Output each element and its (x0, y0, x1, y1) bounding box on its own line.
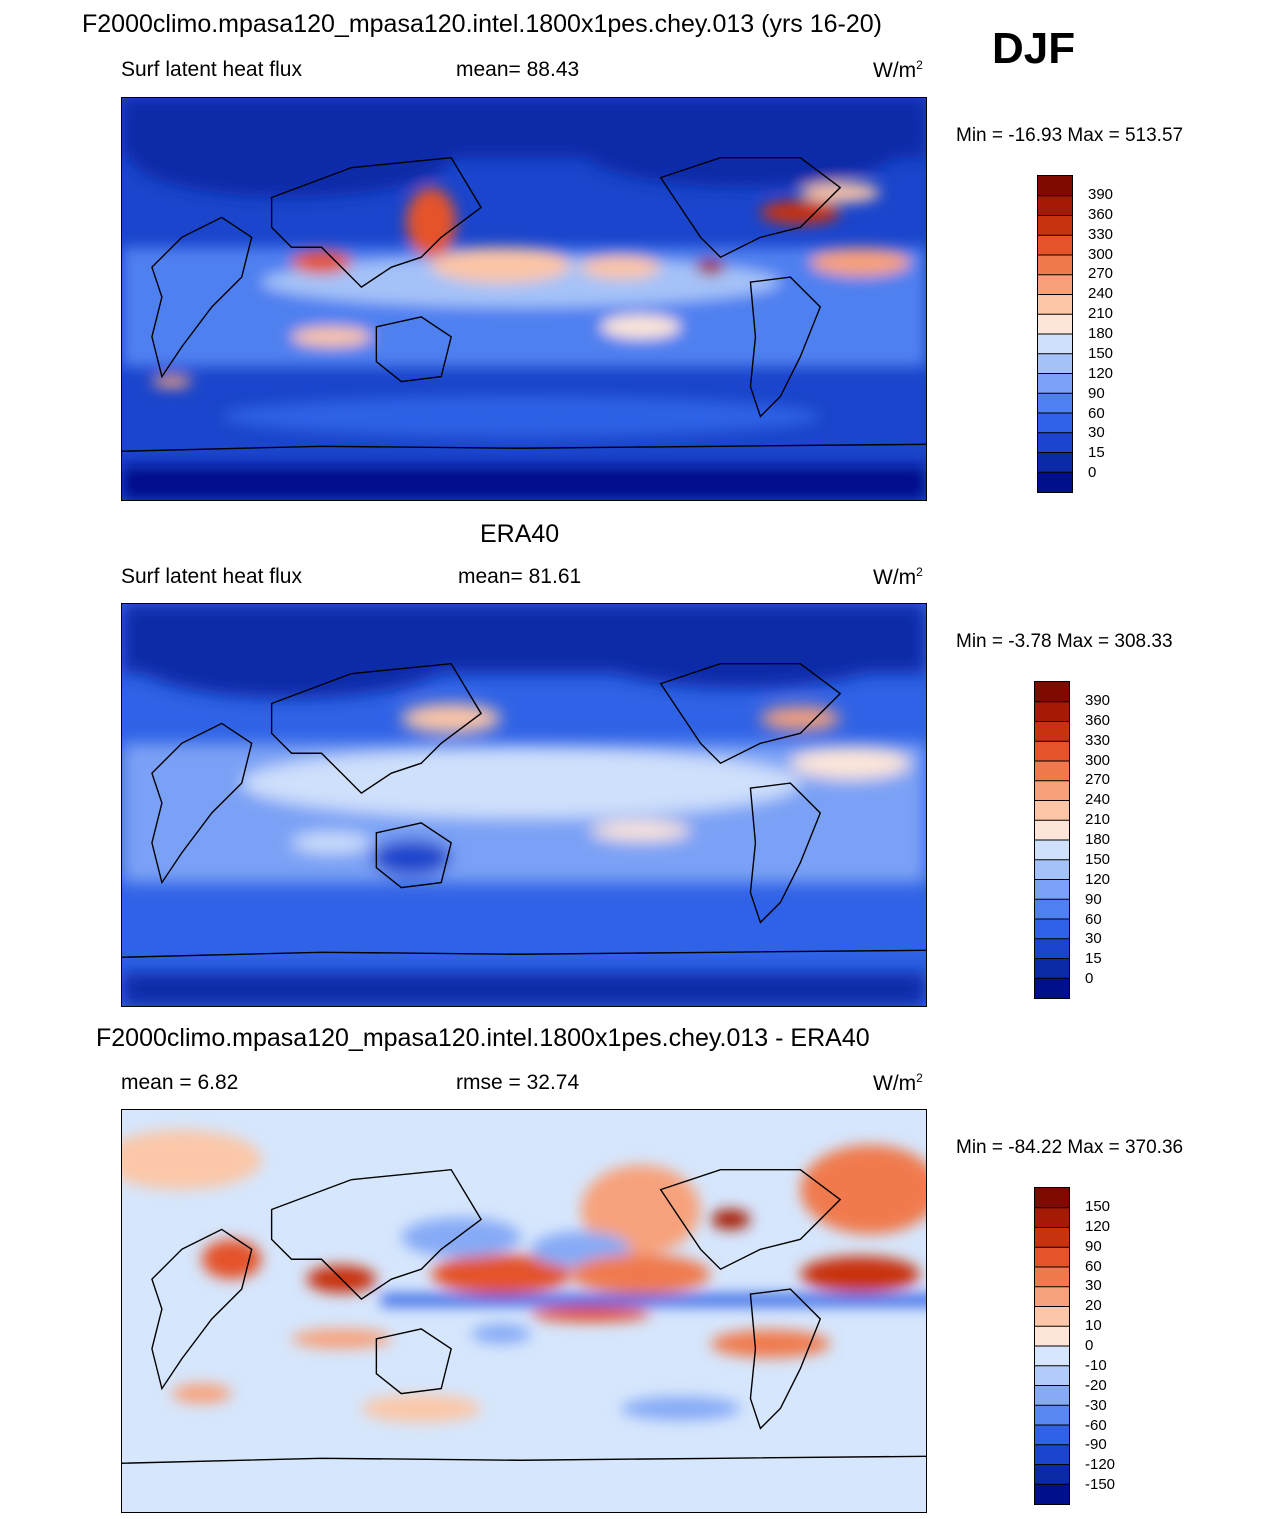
map-obs (121, 603, 927, 1007)
units-label: W/m2 (873, 58, 923, 82)
minmax-label: Min = -16.93 Max = 513.57 (956, 125, 1184, 146)
colorbar-tick: 90 (1088, 384, 1105, 402)
colorbar-tick: 180 (1085, 831, 1111, 848)
colorbar-tick: 270 (1088, 265, 1114, 283)
colorbar-tick: 20 (1085, 1297, 1102, 1315)
colorbar-ticks-model: 390 360 330 300 270 240 210 180 150 120 … (1088, 175, 1138, 493)
colorbar-tick: 240 (1085, 791, 1111, 809)
colorbar-tick: -30 (1085, 1396, 1107, 1414)
colorbar-tick: -150 (1085, 1476, 1116, 1494)
colorbar-tick: 15 (1088, 444, 1105, 462)
variable-label: Surf latent heat flux (121, 58, 302, 81)
colorbar-tick: 30 (1085, 1277, 1102, 1295)
colorbar-tick: 30 (1088, 424, 1105, 442)
colorbar-ticks-obs: 390 360 330 300 270 240 210 180 150 120 … (1085, 681, 1135, 999)
minmax-label: Min = -84.22 Max = 370.36 (956, 1137, 1184, 1158)
map-model (121, 97, 927, 501)
colorbar-tick: 90 (1085, 1237, 1102, 1255)
colorbar-tick: 60 (1085, 1257, 1102, 1275)
panel-title: ERA40 (480, 520, 560, 548)
colorbar-tick: 300 (1088, 245, 1114, 263)
colorbar-tick: 120 (1088, 364, 1114, 382)
map-field-diff (122, 1110, 926, 1512)
colorbar-tick: 60 (1088, 404, 1105, 422)
colorbar-tick: 390 (1088, 185, 1114, 203)
colorbar-tick: 120 (1085, 1217, 1111, 1235)
panel-title: F2000climo.mpasa120_mpasa120.intel.1800x… (96, 1024, 870, 1052)
colorbar-tick: -60 (1085, 1416, 1107, 1434)
season-label: DJF (992, 24, 1076, 73)
colorbar-tick: 180 (1088, 325, 1114, 342)
colorbar-tick: 120 (1085, 870, 1111, 888)
colorbar-tick: -20 (1085, 1376, 1107, 1394)
colorbar-tick: 30 (1085, 930, 1102, 948)
colorbar-tick: 15 (1085, 950, 1102, 968)
colorbar-tick: 240 (1088, 285, 1114, 303)
panel-title: F2000climo.mpasa120_mpasa120.intel.1800x… (82, 10, 883, 38)
minmax-label: Min = -3.78 Max = 308.33 (956, 631, 1173, 652)
colorbar-ticks-diff: 150 120 90 60 30 20 10 0 -10 -20 -30 -60… (1085, 1187, 1135, 1505)
colorbar-tick: 360 (1085, 711, 1111, 729)
mean-label: mean= 81.61 (458, 565, 582, 588)
colorbar-tick: 0 (1088, 464, 1097, 482)
colorbar-tick: 360 (1088, 205, 1114, 223)
colorbar-swatches (1038, 176, 1072, 492)
colorbar-tick: 300 (1085, 751, 1111, 769)
colorbar-tick: 390 (1085, 691, 1111, 709)
colorbar-tick: -90 (1085, 1436, 1107, 1454)
colorbar-model (1037, 175, 1073, 493)
units-label: W/m2 (873, 565, 923, 589)
mean-label: mean = 6.82 (121, 1071, 239, 1094)
colorbar-tick: 0 (1085, 1337, 1094, 1354)
colorbar-obs (1034, 681, 1070, 999)
colorbar-tick: 150 (1085, 1197, 1111, 1215)
colorbar-tick: 210 (1085, 811, 1111, 829)
colorbar-tick: 270 (1085, 771, 1111, 789)
map-field-obs (122, 604, 926, 1006)
colorbar-swatches (1035, 682, 1069, 998)
colorbar-tick: -10 (1085, 1356, 1107, 1374)
colorbar-tick: 150 (1085, 850, 1111, 868)
rmse-label: rmse = 32.74 (456, 1071, 580, 1094)
colorbar-tick: 10 (1085, 1317, 1102, 1335)
colorbar-diff (1034, 1187, 1070, 1505)
colorbar-tick: 90 (1085, 890, 1102, 908)
colorbar-tick: 60 (1085, 910, 1102, 928)
colorbar-tick: 0 (1085, 970, 1094, 988)
colorbar-tick: 210 (1088, 305, 1114, 323)
units-label: W/m2 (873, 1071, 923, 1095)
mean-label: mean= 88.43 (456, 58, 580, 81)
map-diff (121, 1109, 927, 1513)
colorbar-tick: 150 (1088, 344, 1114, 362)
variable-label: Surf latent heat flux (121, 565, 302, 588)
colorbar-tick: -120 (1085, 1456, 1116, 1474)
colorbar-tick: 330 (1088, 225, 1114, 243)
colorbar-swatches (1035, 1188, 1069, 1504)
map-field-model (122, 98, 926, 500)
colorbar-tick: 330 (1085, 731, 1111, 749)
